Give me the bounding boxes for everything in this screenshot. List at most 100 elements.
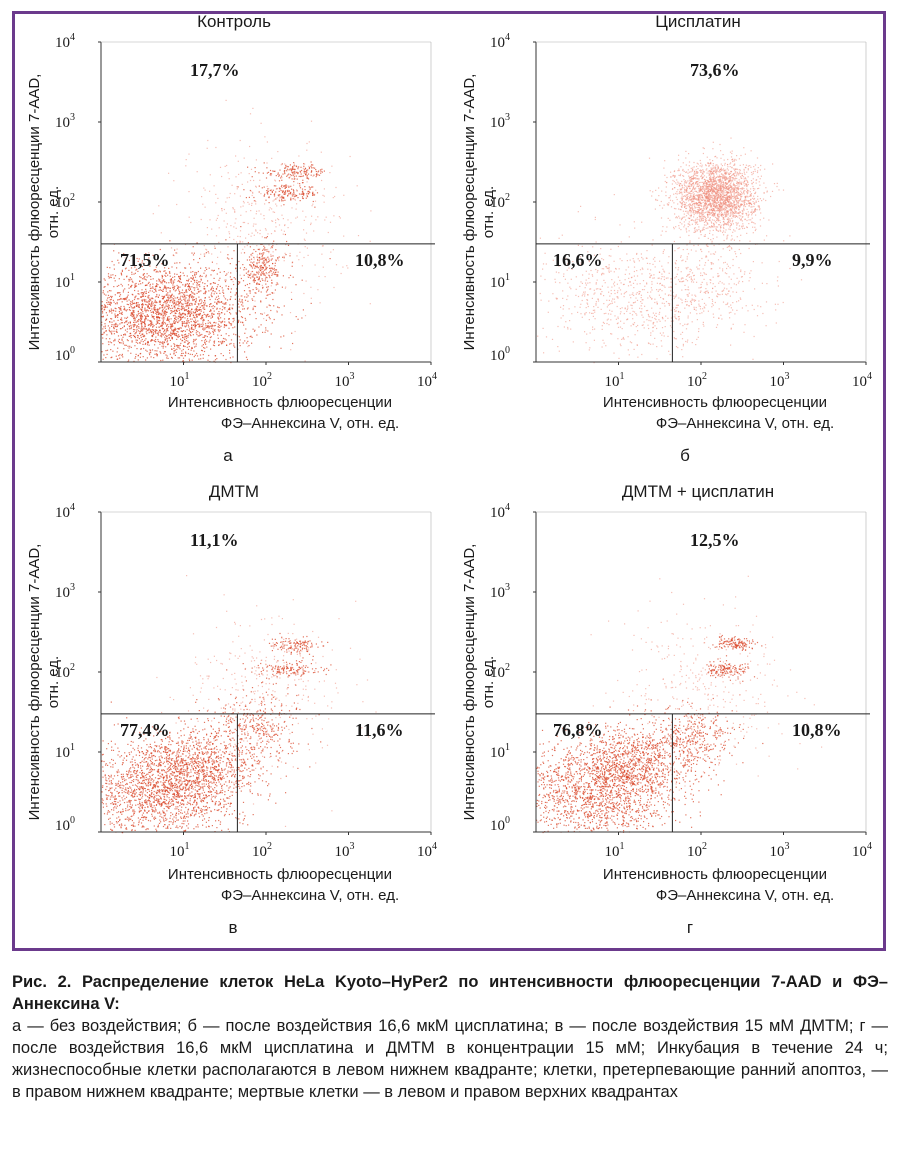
scatter-point (155, 310, 157, 312)
scatter-point (190, 335, 192, 337)
scatter-point (274, 289, 276, 291)
scatter-point (690, 190, 693, 192)
scatter-point (715, 155, 717, 157)
scatter-point (225, 201, 227, 203)
scatter-point (131, 313, 134, 315)
scatter-point (209, 336, 211, 339)
scatter-point (105, 319, 107, 321)
scatter-point (690, 216, 692, 218)
scatter-point (719, 210, 721, 212)
scatter-point (699, 198, 701, 200)
scatter-point (235, 334, 237, 336)
scatter-point (278, 199, 280, 201)
scatter-point (192, 341, 194, 343)
scatter-point (265, 260, 268, 262)
scatter-point (110, 318, 112, 320)
scatter-point (106, 266, 108, 268)
scatter-point (259, 265, 261, 267)
scatter-point (263, 162, 265, 164)
scatter-point (252, 280, 254, 282)
scatter-point (720, 191, 722, 193)
scatter-point (189, 318, 192, 320)
scatter-point (140, 316, 142, 319)
scatter-point (143, 278, 145, 280)
scatter-point (727, 192, 729, 194)
scatter-point (717, 230, 719, 232)
scatter-point (156, 355, 158, 357)
scatter-point (141, 329, 143, 331)
scatter-point (220, 334, 222, 336)
scatter-point (144, 278, 146, 280)
scatter-point (700, 169, 702, 171)
scatter-point (250, 254, 252, 256)
scatter-point (292, 173, 294, 175)
scatter-point (288, 193, 290, 195)
scatter-point (711, 200, 713, 202)
scatter-point (148, 281, 150, 283)
scatter-point (201, 317, 203, 319)
scatter-point (152, 333, 154, 335)
scatter-point (752, 171, 754, 173)
scatter-point (692, 191, 694, 193)
scatter-point (103, 332, 105, 334)
scatter-point (306, 195, 308, 197)
scatter-point (263, 260, 265, 262)
scatter-point (152, 302, 154, 304)
scatter-point (191, 318, 193, 320)
scatter-point (259, 229, 261, 231)
scatter-point (679, 201, 682, 203)
scatter-point (246, 308, 249, 310)
scatter-point (122, 343, 124, 345)
scatter-point (734, 169, 736, 171)
scatter-point (314, 264, 316, 266)
scatter-point (188, 191, 190, 193)
scatter-point (252, 225, 254, 227)
scatter-point (134, 323, 136, 325)
scatter-point (149, 325, 152, 327)
scatter-point (226, 273, 228, 275)
scatter-point (271, 272, 273, 274)
scatter-point (244, 351, 246, 353)
scatter-point (730, 213, 732, 215)
scatter-point (144, 308, 146, 310)
scatter-point (149, 320, 151, 322)
scatter-point (154, 309, 156, 311)
scatter-point (118, 310, 120, 313)
scatter-point (728, 221, 730, 223)
scatter-point (751, 182, 753, 184)
scatter-point (222, 302, 224, 304)
scatter-point (751, 221, 753, 223)
scatter-point (166, 293, 168, 295)
scatter-point (245, 319, 247, 321)
scatter-point (697, 199, 699, 201)
scatter-point (249, 189, 251, 192)
scatter-point (144, 319, 146, 321)
scatter-point (288, 186, 290, 188)
scatter-point (163, 297, 165, 299)
scatter-point (730, 189, 732, 191)
scatter-point (154, 350, 156, 352)
scatter-point (219, 277, 221, 279)
scatter-point (728, 202, 730, 204)
scatter-point (165, 286, 167, 288)
scatter-point (720, 203, 722, 205)
scatter-point (702, 199, 704, 201)
scatter-point (121, 339, 123, 341)
scatter-point (157, 340, 159, 343)
scatter-point (176, 203, 178, 206)
scatter-point (230, 342, 232, 345)
scatter-point (275, 249, 277, 251)
scatter-point (174, 322, 176, 324)
scatter-point (136, 302, 138, 304)
scatter-point (711, 211, 713, 213)
scatter-point (692, 200, 694, 202)
scatter-point (259, 269, 261, 272)
scatter-point (184, 243, 187, 246)
scatter-point (114, 294, 116, 296)
scatter-point (172, 276, 174, 278)
scatter-point (147, 306, 149, 309)
scatter-point (686, 231, 688, 233)
scatter-point (716, 226, 719, 228)
scatter-point (698, 237, 700, 239)
scatter-point (713, 210, 715, 212)
